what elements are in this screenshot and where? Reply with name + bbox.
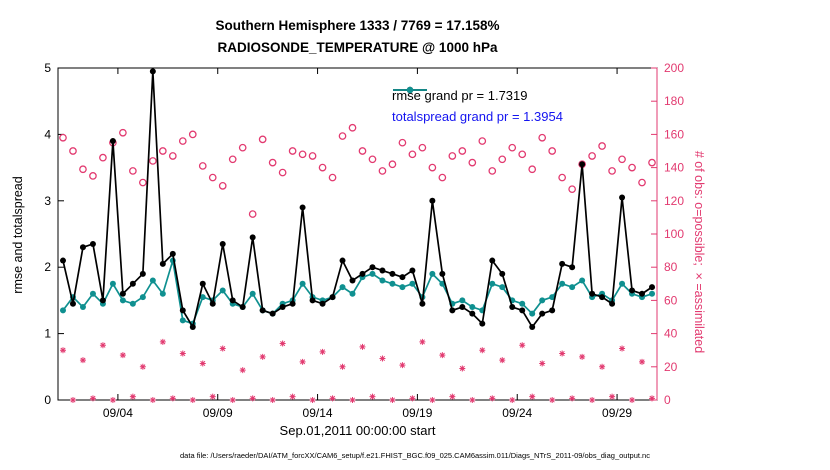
svg-text:1: 1 — [44, 327, 51, 341]
x-axis-label: Sep.01,2011 00:00:00 start — [279, 423, 436, 438]
chart-title-line2: RADIOSONDE_TEMPERATURE @ 1000 hPa — [217, 40, 498, 55]
left-axis-label: rmse and totalspread — [11, 176, 25, 294]
legend-item-totalspread: totalspread grand pr = 1.3954 — [392, 86, 563, 127]
svg-text:20: 20 — [664, 360, 678, 374]
svg-text:09/29: 09/29 — [602, 406, 632, 420]
svg-text:0: 0 — [44, 393, 51, 407]
svg-text:60: 60 — [664, 293, 678, 307]
svg-text:80: 80 — [664, 260, 678, 274]
svg-text:200: 200 — [664, 61, 684, 75]
svg-text:5: 5 — [44, 61, 51, 75]
svg-text:09/09: 09/09 — [203, 406, 233, 420]
totalspread-line-sample — [393, 86, 427, 94]
legend-label-rmse: rmse grand pr = 1.7319 — [392, 88, 528, 103]
svg-text:180: 180 — [664, 94, 684, 108]
svg-text:3: 3 — [44, 194, 51, 208]
svg-text:4: 4 — [44, 127, 51, 141]
legend-label-totalspread: totalspread grand pr = 1.3954 — [392, 109, 563, 124]
svg-text:0: 0 — [664, 393, 671, 407]
data-file-caption: data file: /Users/raeder/DAI/ATM_forcXX/… — [180, 451, 650, 460]
chart-title-line1: Southern Hemisphere 1333 / 7769 = 17.158… — [215, 18, 500, 33]
legend: rmse grand pr = 1.7319 totalspread grand… — [392, 85, 563, 127]
svg-text:140: 140 — [664, 161, 684, 175]
svg-text:09/19: 09/19 — [402, 406, 432, 420]
svg-text:100: 100 — [664, 227, 684, 241]
svg-text:09/04: 09/04 — [103, 406, 133, 420]
svg-text:09/24: 09/24 — [502, 406, 532, 420]
svg-text:120: 120 — [664, 194, 684, 208]
svg-text:2: 2 — [44, 260, 51, 274]
svg-text:40: 40 — [664, 327, 678, 341]
svg-text:09/14: 09/14 — [303, 406, 333, 420]
right-axis-label: # of obs: o=possible; ×=assimilated — [692, 150, 706, 354]
svg-text:160: 160 — [664, 127, 684, 141]
